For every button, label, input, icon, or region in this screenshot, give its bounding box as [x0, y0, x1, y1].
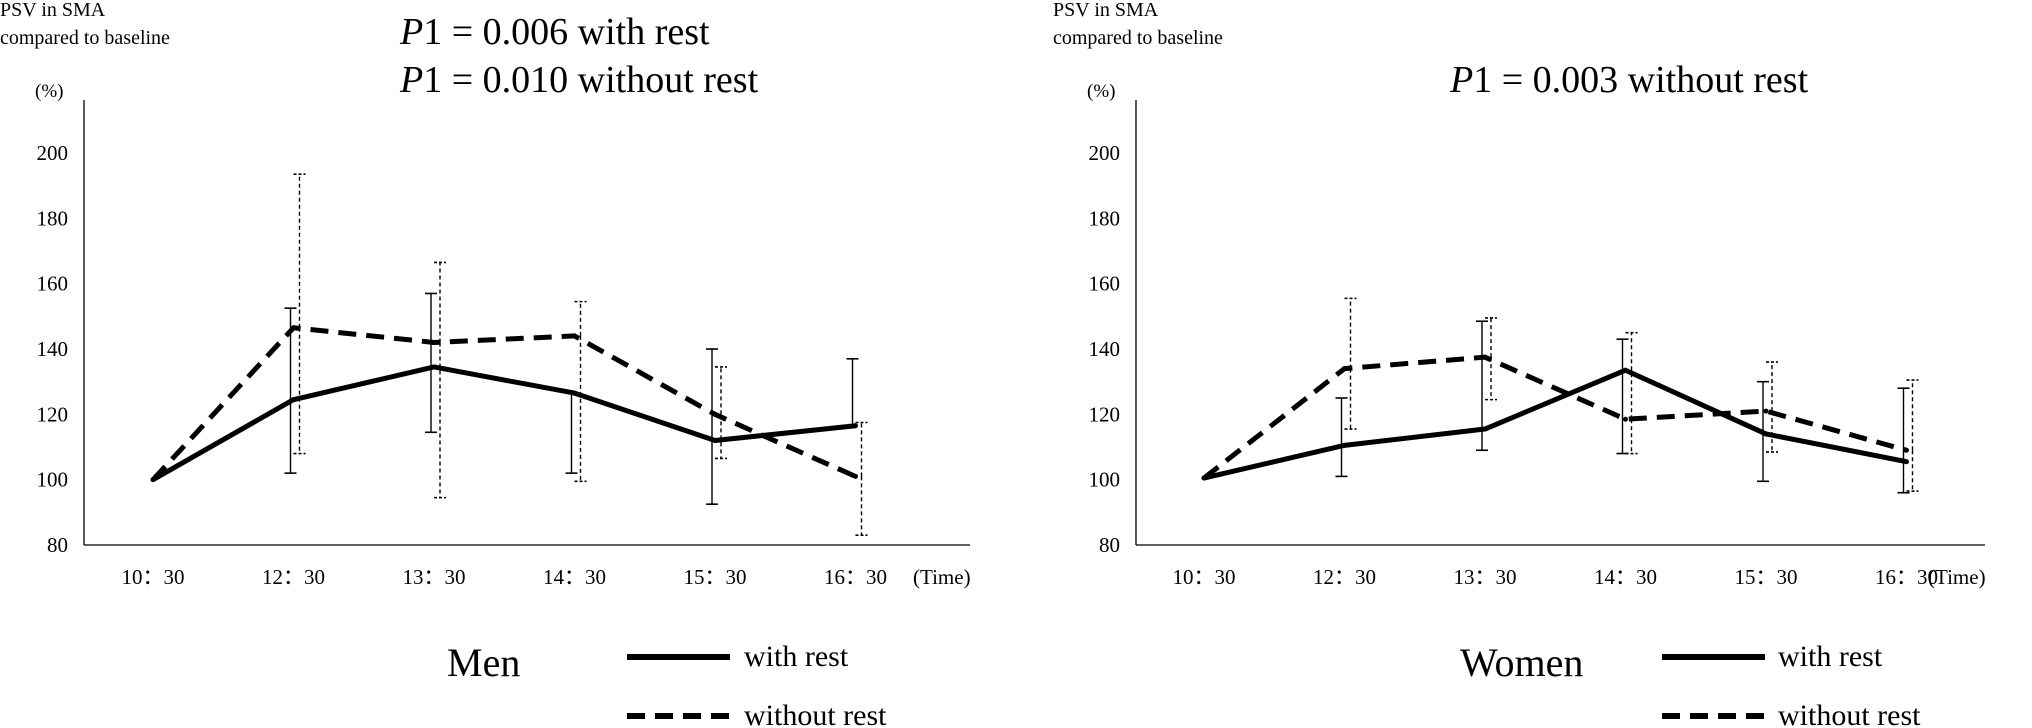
data-point [1623, 367, 1628, 373]
y-tick-label: 100 [1089, 468, 1121, 492]
data-point [572, 390, 577, 396]
x-tick-label: 14：30 [543, 565, 606, 589]
p-value-annotation: P1 = 0.003 without rest [1449, 59, 1809, 101]
y-tick-label: 200 [37, 141, 69, 165]
data-point [712, 437, 718, 443]
y-tick-label: 140 [1089, 337, 1121, 361]
legend-label: with rest [744, 640, 849, 673]
data-point [431, 364, 437, 370]
p-value-subscript: 1 [1473, 59, 1492, 101]
data-point [712, 411, 718, 417]
series-without-rest [1201, 297, 1919, 492]
series-line [1203, 367, 1907, 481]
p-value-subscript: 1 [423, 59, 442, 101]
group-label: Women [1460, 640, 1583, 685]
data-point [1763, 431, 1769, 437]
series-without-rest [150, 173, 868, 537]
series-line [151, 325, 857, 482]
x-tick-label: 15：30 [684, 565, 747, 589]
group-label: Men [447, 640, 520, 685]
y-tick-label: 120 [1089, 402, 1121, 426]
y-tick-label: 80 [1099, 533, 1120, 557]
series-line [1202, 354, 1908, 481]
x-tick-label: 12：30 [262, 565, 325, 589]
p-value-annotation: P1 = 0.006 with rest [399, 11, 710, 53]
y-tick-label: 180 [37, 206, 69, 230]
data-point [572, 333, 577, 339]
x-tick-label: 16：30 [824, 565, 887, 589]
data-point [853, 423, 858, 429]
data-point [431, 339, 437, 345]
data-point [853, 473, 858, 479]
y-tick-label: 100 [37, 468, 69, 492]
x-axis-unit: (Time) [1928, 565, 1986, 589]
x-tick-label: 10：30 [1173, 565, 1236, 589]
data-point [1482, 354, 1488, 360]
p-value-annotation: P1 = 0.010 without rest [399, 59, 759, 101]
x-tick-label: 10：30 [122, 565, 185, 589]
p-value-symbol: P [399, 59, 423, 101]
y-tick-label: 120 [37, 402, 69, 426]
data-point [1904, 459, 1909, 465]
data-point [291, 397, 296, 403]
y-axis-unit: (%) [35, 81, 63, 102]
data-point [1342, 442, 1347, 448]
x-axis-unit: (Time) [913, 565, 971, 589]
y-tick-label: 160 [37, 272, 69, 296]
p-value-symbol: P [1449, 59, 1473, 101]
x-tick-label: 15：30 [1735, 565, 1798, 589]
data-point [1342, 366, 1347, 372]
x-tick-label: 12：30 [1313, 565, 1376, 589]
data-point [291, 325, 296, 331]
data-point [1763, 408, 1769, 414]
y-axis-label-line1: PSV in SMA [1053, 0, 1159, 21]
y-tick-label: 180 [1089, 206, 1121, 230]
x-tick-label: 14：30 [1594, 565, 1657, 589]
legend-label: without rest [1778, 699, 1921, 728]
data-point [1904, 447, 1909, 453]
y-tick-label: 160 [1089, 272, 1121, 296]
y-tick-label: 80 [47, 533, 68, 557]
legend-label: with rest [1778, 640, 1883, 673]
data-point [1623, 416, 1628, 422]
p-value-text: = 0.003 without rest [1492, 59, 1808, 101]
y-axis-label-line2: compared to baseline [0, 27, 170, 49]
data-point [1201, 475, 1207, 481]
x-tick-label: 16：30 [1875, 565, 1938, 589]
series-line [151, 364, 856, 482]
y-tick-label: 200 [1089, 141, 1121, 165]
y-tick-label: 140 [37, 337, 69, 361]
y-axis-unit: (%) [1087, 81, 1115, 102]
p-value-subscript: 1 [423, 11, 442, 53]
data-point [150, 477, 156, 483]
series-with-rest [1201, 320, 1910, 494]
data-point [1482, 426, 1488, 432]
x-tick-label: 13：30 [1454, 565, 1517, 589]
p-value-symbol: P [399, 11, 423, 53]
p-value-text: = 0.010 without rest [442, 59, 758, 101]
legend-label: without rest [744, 699, 887, 728]
y-axis-label-line1: PSV in SMA [0, 0, 106, 21]
p-value-text: = 0.006 with rest [442, 11, 710, 53]
series-with-rest [150, 292, 859, 505]
x-tick-label: 13：30 [403, 565, 466, 589]
y-axis-label-line2: compared to baseline [1053, 27, 1223, 49]
